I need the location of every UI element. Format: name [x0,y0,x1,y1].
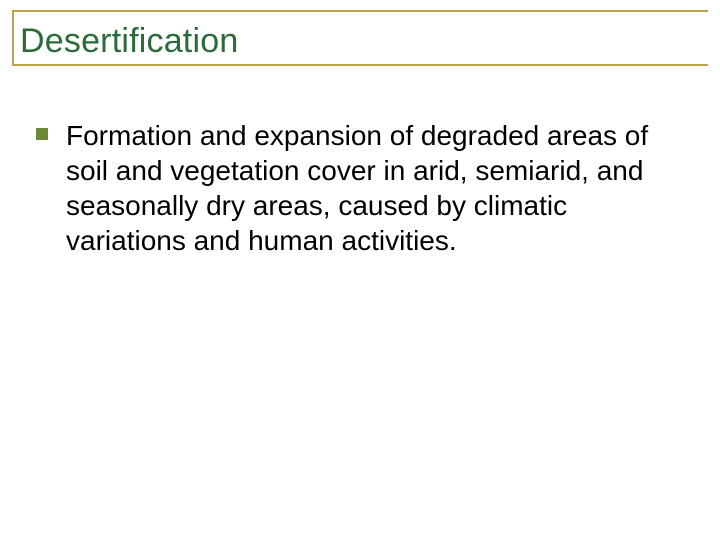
square-bullet-icon [36,128,48,140]
slide-title: Desertification [20,22,238,61]
list-item-text: Formation and expansion of degraded area… [66,118,684,258]
slide: Desertification Formation and expansion … [0,0,720,540]
slide-body: Formation and expansion of degraded area… [36,118,684,258]
list-item: Formation and expansion of degraded area… [36,118,684,258]
title-rule-bottom [12,64,708,66]
title-rule-top [12,10,708,12]
title-rule-left-stub [12,10,14,64]
